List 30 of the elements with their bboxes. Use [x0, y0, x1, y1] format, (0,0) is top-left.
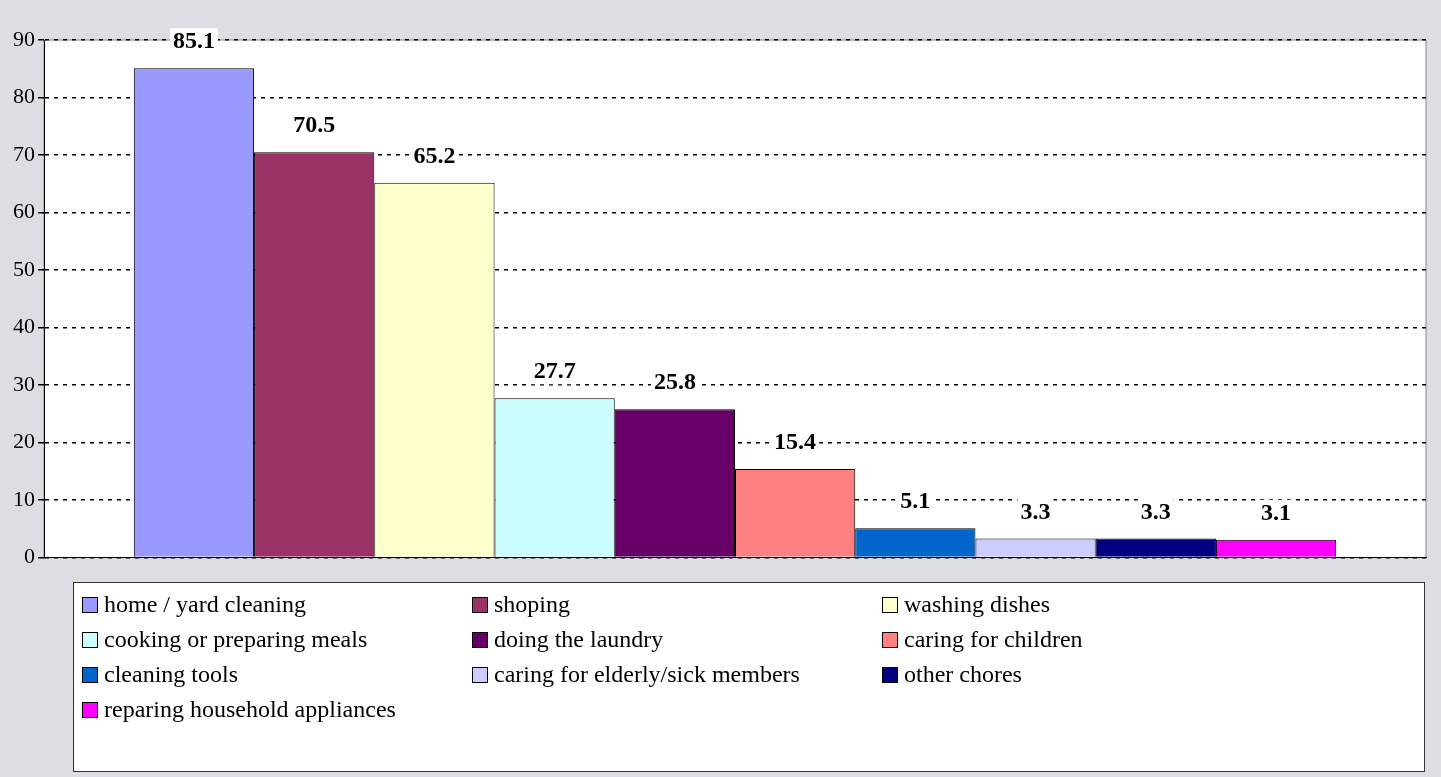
y-tick-label: 60 [13, 198, 35, 224]
y-tick-label: 50 [13, 255, 35, 281]
legend-label: washing dishes [904, 591, 1050, 618]
data-label: 5.1 [900, 487, 931, 514]
y-tick-label: 90 [13, 25, 35, 51]
y-tick-label: 30 [13, 370, 35, 396]
legend-label: other chores [904, 661, 1022, 688]
data-label: 25.8 [653, 368, 696, 395]
legend-label: caring for elderly/sick members [494, 661, 800, 688]
data-label: 85.1 [172, 27, 215, 54]
data-label: 3.3 [1140, 497, 1171, 524]
legend-label: home / yard cleaning [104, 591, 306, 618]
data-label: 3.3 [1020, 497, 1051, 524]
y-tick-label: 40 [13, 313, 35, 339]
data-label: 15.4 [774, 428, 817, 455]
data-label: 65.2 [413, 141, 456, 168]
y-tick-label: 20 [13, 428, 35, 454]
legend-label: shoping [494, 591, 571, 618]
legend-label: doing the laundry [494, 626, 664, 653]
data-label: 3.1 [1261, 498, 1292, 525]
data-label: 70.5 [293, 111, 336, 138]
legend-label: caring for children [904, 626, 1083, 653]
legend-label: cleaning tools [104, 661, 238, 688]
y-tick-label: 80 [13, 83, 35, 109]
legend-label: reparing household appliances [104, 696, 396, 723]
y-tick-label: 70 [13, 140, 35, 166]
data-label: 27.7 [533, 357, 576, 384]
legend-label: cooking or preparing meals [104, 626, 368, 653]
y-tick-label: 10 [13, 485, 35, 511]
y-tick-label: 0 [24, 543, 35, 569]
